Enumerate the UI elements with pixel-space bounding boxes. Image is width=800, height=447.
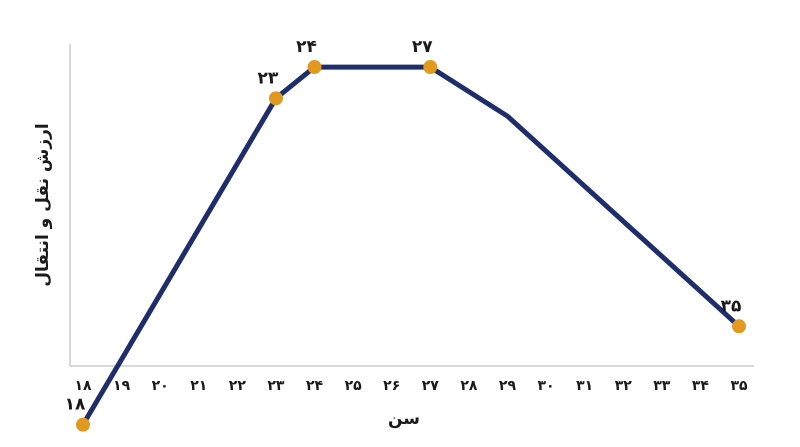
- x-tick-label: ۳۲: [615, 378, 633, 394]
- x-tick-label: ۲۸: [460, 378, 478, 394]
- data-point-label: ۲۳: [258, 68, 279, 88]
- x-tick-label: ۱۹: [113, 378, 131, 394]
- x-tick-labels: ۱۸ ۱۹ ۲۰ ۲۱ ۲۲ ۲۳ ۲۴ ۲۵ ۲۶ ۲۷ ۲۸ ۲۹ ۳۰ ۳۱ ۳۲ ۳۳ ۳۴ ۳۵: [74, 378, 748, 394]
- x-tick-label: ۲۳: [267, 378, 285, 394]
- data-point-marker: [307, 60, 322, 75]
- x-tick-label: ۲۴: [306, 378, 324, 394]
- x-tick-label: ۲۶: [383, 378, 400, 394]
- x-tick-label: ۲۲: [229, 378, 247, 394]
- x-tick-label: ۳۱: [576, 378, 593, 394]
- x-tick-label: ۲۵: [345, 378, 363, 394]
- y-axis-title: ارزش نقل و انتقال: [33, 123, 53, 287]
- x-tick-label: ۳۵: [730, 378, 748, 394]
- data-point-label: ۱۸: [65, 395, 86, 415]
- data-labels: ۱۸ ۲۳ ۲۴ ۲۷ ۳۵: [65, 37, 742, 415]
- data-point-label: ۲۷: [412, 37, 433, 57]
- x-tick-label: ۳۰: [538, 378, 555, 394]
- x-tick-label: ۳۳: [653, 378, 671, 394]
- data-point-label: ۳۵: [721, 296, 742, 316]
- x-tick-label: ۲۰: [152, 378, 169, 394]
- data-point-marker: [76, 417, 90, 432]
- x-tick-label: ۱۸: [74, 378, 92, 394]
- x-tick-label: ۲۷: [422, 378, 440, 394]
- series-line: [80, 64, 742, 428]
- data-point-marker: [423, 60, 438, 75]
- data-point-marker: [268, 91, 283, 106]
- data-markers: [76, 60, 746, 432]
- x-tick-label: ۳۴: [692, 378, 710, 394]
- x-tick-label: ۲۹: [499, 378, 517, 394]
- x-axis-title: سن: [388, 409, 420, 429]
- data-point-label: ۲۴: [296, 37, 317, 57]
- data-point-marker: [732, 319, 746, 334]
- x-tick-label: ۲۱: [190, 378, 207, 394]
